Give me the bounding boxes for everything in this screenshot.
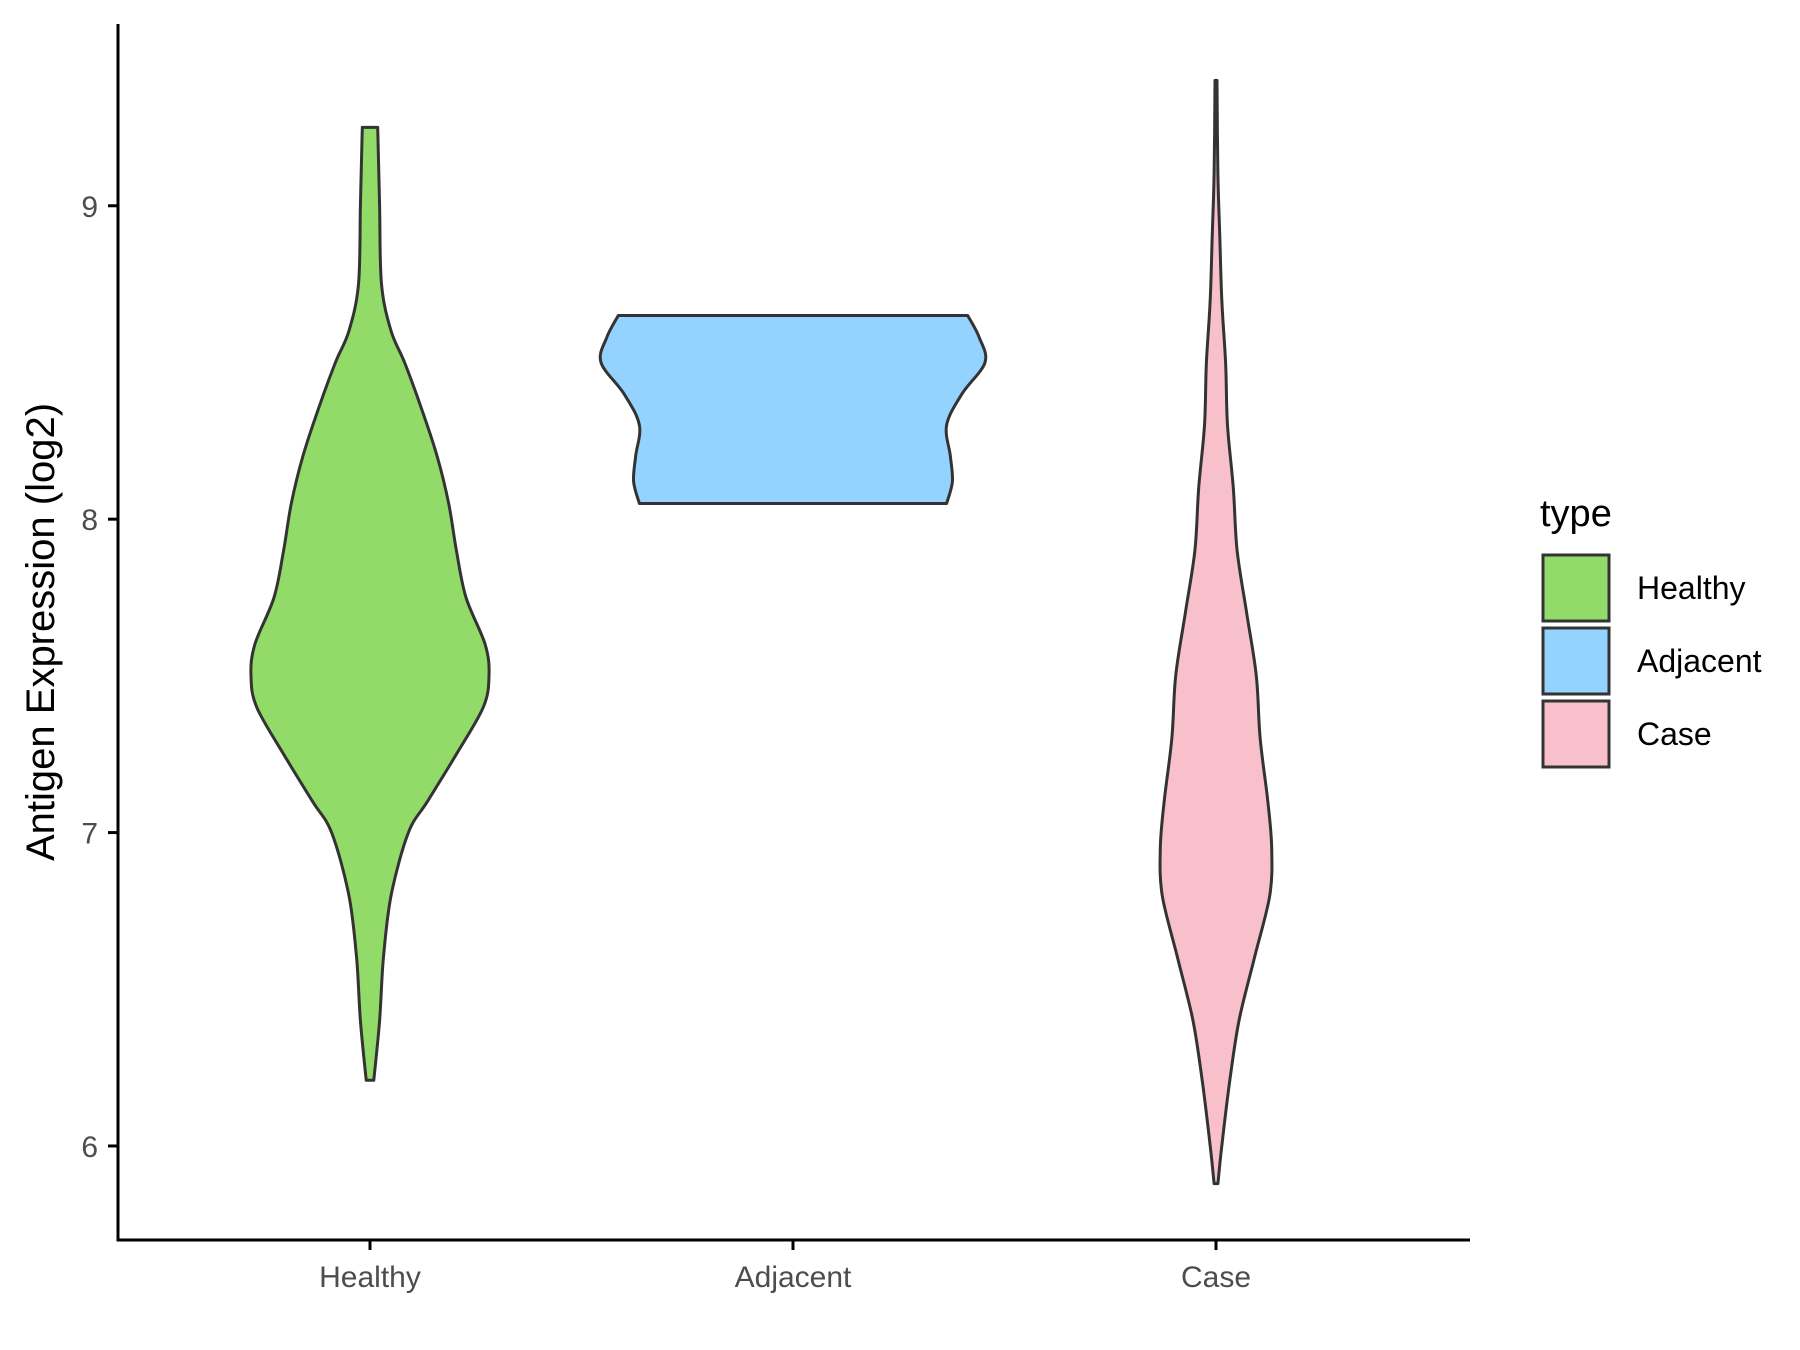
- legend-entries: Healthy Adjacent Case: [1541, 553, 1762, 769]
- legend-key-healthy: [1541, 553, 1611, 623]
- legend-label: Adjacent: [1637, 643, 1762, 679]
- x-axis-ticks: Healthy Adjacent Case: [319, 1240, 1251, 1294]
- y-tick-label: 9: [81, 191, 98, 224]
- violin-case: [1158, 78, 1274, 1186]
- legend-label: Case: [1637, 716, 1712, 752]
- x-tick-label: Adjacent: [735, 1261, 852, 1294]
- violin-layer: [249, 78, 1274, 1186]
- y-axis-title: Antigen Expression (log2): [19, 403, 63, 861]
- y-tick-label: 8: [81, 504, 98, 537]
- legend-key-adjacent: [1541, 626, 1611, 696]
- violin-healthy: [249, 125, 491, 1082]
- y-tick-label: 6: [81, 1131, 98, 1164]
- legend-key-case: [1541, 699, 1611, 769]
- x-tick-label: Healthy: [319, 1261, 421, 1294]
- legend-title: type: [1540, 493, 1612, 535]
- x-tick-label: Case: [1181, 1261, 1251, 1294]
- y-tick-label: 7: [81, 818, 98, 851]
- legend-label: Healthy: [1637, 570, 1746, 606]
- legend: type Healthy Adjacent Case: [1540, 493, 1762, 769]
- y-axis-ticks: 6 7 8 9: [81, 191, 118, 1164]
- violin-adjacent: [598, 314, 988, 505]
